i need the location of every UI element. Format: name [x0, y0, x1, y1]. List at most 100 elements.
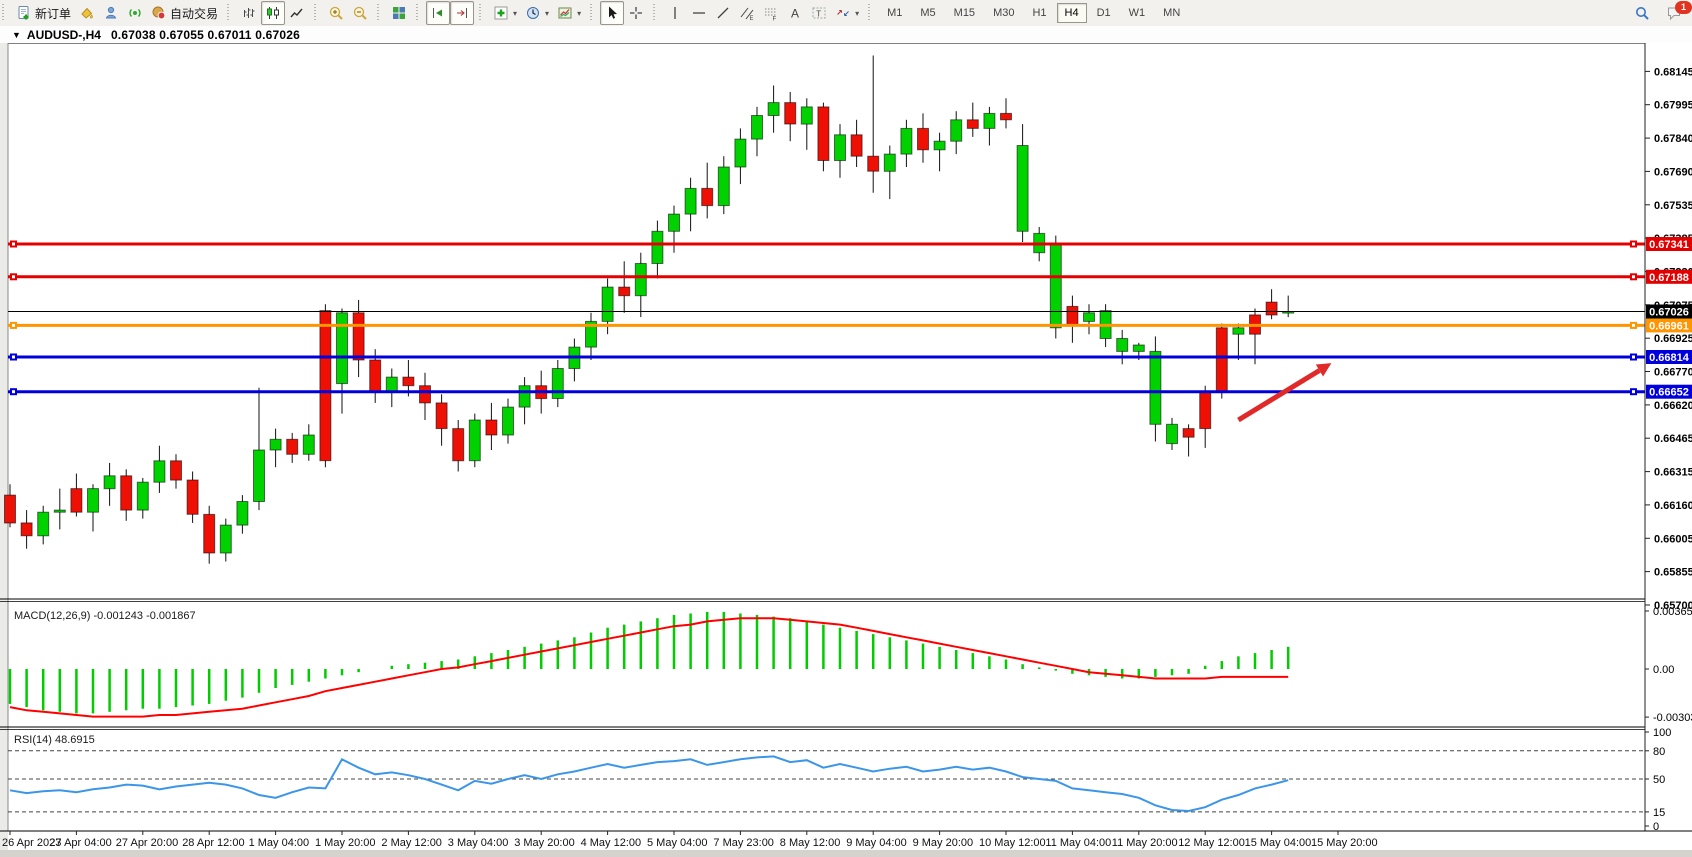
line-chart-button[interactable]: [285, 1, 309, 25]
chart-area[interactable]: 0.68300 0.68145 0.67995 0.67840 0.67690 0.675…: [0, 32, 1692, 857]
time-tick-label: 15 May 04:00: [1245, 837, 1312, 849]
cursor-button[interactable]: [600, 1, 625, 25]
candle-body: [20, 522, 33, 537]
equidistant-channel-button[interactable]: E: [735, 1, 759, 25]
horizontal-level-line[interactable]: [8, 321, 1645, 329]
toolbar-group-handle[interactable]: [1, 4, 6, 22]
candle-body: [236, 501, 249, 526]
vertical-line-button[interactable]: [663, 1, 687, 25]
dropdown-caret-icon[interactable]: ▾: [855, 8, 860, 18]
search-button[interactable]: [1630, 1, 1654, 25]
periods-icon: [527, 7, 540, 19]
dropdown-caret-icon[interactable]: ▾: [577, 8, 582, 18]
text-label-button[interactable]: T: [807, 1, 831, 25]
candle-body: [136, 481, 149, 511]
text-label-icon: T: [812, 7, 826, 19]
price-tick-label: 0.65855: [1654, 567, 1692, 579]
dropdown-caret-icon[interactable]: ▾: [545, 8, 550, 18]
svg-text:A: A: [791, 7, 799, 21]
periods-button[interactable]: ▾: [521, 1, 553, 25]
toolbar-group-handle[interactable]: [478, 4, 484, 22]
timeframe-m15-button[interactable]: M15: [953, 7, 976, 19]
candle-body: [186, 479, 199, 515]
paint-bucket-button[interactable]: [75, 1, 99, 25]
candle-body: [53, 509, 66, 513]
indicators-button[interactable]: ▾: [489, 1, 521, 25]
notification-badge: 1: [1675, 0, 1692, 14]
auto-scroll-icon: [433, 8, 443, 18]
timeframe-d1-button[interactable]: D1: [1096, 7, 1111, 19]
new-order-button[interactable]: 新订单: [12, 1, 75, 25]
toolbar: 新订单 自动交易 ▾ ▾ ▾ E F A T ▾ M1 M5 M15 M30 H1 H4 D1 W1 MN 1: [0, 0, 1692, 27]
collapse-triangle-icon[interactable]: ▼: [12, 29, 21, 40]
auto-scroll-button[interactable]: [426, 1, 451, 25]
toolbar-group-handle[interactable]: [376, 4, 382, 22]
notifications-button[interactable]: 1: [1662, 0, 1692, 25]
templates-button[interactable]: ▾: [553, 1, 585, 25]
trendline-button[interactable]: [711, 1, 735, 25]
toolbar-group-handle[interactable]: [652, 4, 658, 22]
dropdown-caret-icon[interactable]: ▾: [513, 8, 518, 18]
candle-body: [120, 475, 133, 511]
arrows-icon: [837, 10, 849, 16]
macd-indicator-label: MACD(12,26,9) -0.001243 -0.001867: [14, 610, 196, 622]
trend-arrow-annotation[interactable]: [1237, 363, 1332, 423]
toolbar-group-handle[interactable]: [867, 4, 873, 22]
candle-body: [170, 460, 182, 481]
level-price-tag: 0.66961: [1646, 318, 1692, 333]
timeframe-w1-button[interactable]: W1: [1128, 7, 1146, 19]
crosshair-button[interactable]: [624, 1, 648, 25]
horizontal-level-line[interactable]: [8, 388, 1645, 396]
toolbar-group-handle[interactable]: [589, 4, 595, 22]
candlestick-chart-button[interactable]: [261, 1, 286, 25]
rsi-tick-label: 80: [1653, 746, 1665, 758]
chart-canvas[interactable]: 0.68300 0.68145 0.67995 0.67840 0.67690 0.675…: [0, 32, 1692, 857]
chart-titlebar[interactable]: ▼ AUDUSD-,H4 0.67038 0.67055 0.67011 0.6…: [0, 26, 1692, 43]
timeframe-m30-button[interactable]: M30: [993, 7, 1015, 19]
candle-body: [601, 286, 614, 322]
signal-button[interactable]: [123, 1, 147, 25]
candle-body: [153, 460, 166, 483]
bar-chart-button[interactable]: [237, 1, 261, 25]
time-tick-label: 26 Apr 2023: [2, 837, 61, 849]
profile-button[interactable]: [99, 1, 123, 25]
candle-body: [269, 438, 282, 451]
text-button[interactable]: A: [783, 1, 807, 25]
zoom-in-button[interactable]: [324, 1, 348, 25]
toolbar-group-handle[interactable]: [415, 4, 421, 22]
equidistant-channel-icon: E: [740, 7, 754, 21]
candle-body: [883, 153, 896, 172]
arrows-button[interactable]: ▾: [831, 1, 863, 25]
timeframe-m5-button[interactable]: M5: [920, 7, 936, 19]
rsi-tick-label: 15: [1653, 807, 1665, 819]
timeframe-h4-button[interactable]: H4: [1056, 3, 1087, 23]
toolbar-group-handle[interactable]: [313, 4, 319, 22]
fibonacci-button[interactable]: F: [759, 1, 783, 25]
time-tick-label: 15 May 20:00: [1311, 837, 1378, 849]
candle-body: [402, 376, 415, 387]
candle-body: [302, 434, 315, 455]
timeframe-m1-button[interactable]: M1: [887, 7, 903, 19]
tile-windows-button[interactable]: [387, 1, 411, 25]
auto-trading-icon: [152, 6, 166, 20]
horizontal-line-button[interactable]: [687, 1, 711, 25]
auto-trading-button[interactable]: 自动交易: [147, 1, 222, 25]
timeframe-h1-button[interactable]: H1: [1032, 7, 1047, 19]
horizontal-level-line[interactable]: [8, 273, 1645, 281]
toolbar-group-handle[interactable]: [226, 4, 232, 22]
candlestick-series: [4, 55, 1295, 564]
candle-body: [734, 138, 747, 168]
new-order-label: 新订单: [35, 6, 72, 21]
candle-body: [385, 376, 398, 393]
zoom-out-button[interactable]: [348, 1, 372, 25]
timeframe-mn-button[interactable]: MN: [1163, 7, 1181, 19]
candle-body: [1149, 350, 1162, 425]
time-tick-label: 1 May 04:00: [249, 837, 310, 849]
candle-body: [751, 115, 763, 140]
rsi-line: [9, 755, 1289, 813]
horizontal-level-line[interactable]: [8, 353, 1645, 361]
tile-windows-icon: [393, 7, 406, 19]
chart-shift-button[interactable]: [450, 1, 475, 25]
candle-body: [419, 385, 431, 404]
horizontal-level-line[interactable]: [8, 240, 1645, 248]
